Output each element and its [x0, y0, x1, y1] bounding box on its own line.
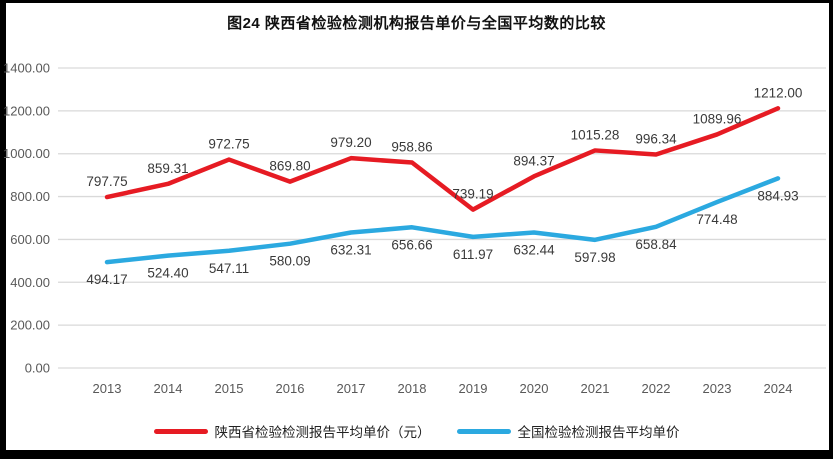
x-axis-tick-label: 2018 — [398, 381, 427, 396]
data-label: 972.75 — [208, 137, 249, 152]
x-axis-tick-label: 2013 — [93, 381, 122, 396]
x-axis-tick-label: 2021 — [581, 381, 610, 396]
frame-border-top — [0, 0, 833, 3]
data-label: 1212.00 — [754, 85, 803, 100]
data-label: 859.31 — [147, 161, 188, 176]
legend-item-national: 全国检验检测报告平均单价 — [456, 421, 680, 441]
x-axis-tick-label: 2023 — [703, 381, 732, 396]
data-label: 524.40 — [147, 266, 188, 281]
x-axis-tick-label: 2016 — [276, 381, 305, 396]
data-label: 797.75 — [86, 174, 127, 189]
data-label: 580.09 — [269, 254, 310, 269]
data-label: 547.11 — [209, 261, 249, 276]
data-label: 658.84 — [635, 237, 677, 252]
y-axis-tick-label: 400.00 — [10, 275, 50, 290]
data-label: 958.86 — [391, 140, 432, 155]
data-label: 894.37 — [513, 153, 554, 168]
data-label: 884.93 — [757, 188, 798, 203]
data-label: 632.31 — [330, 243, 371, 258]
data-label: 597.98 — [574, 250, 615, 265]
data-label: 494.17 — [86, 272, 127, 287]
data-label: 979.20 — [330, 135, 371, 150]
legend: 陕西省检验检测报告平均单价（元） 全国检验检测报告平均单价 — [0, 418, 833, 444]
chart-title: 图24 陕西省检验检测机构报告单价与全国平均数的比较 — [227, 15, 606, 32]
frame-border-right — [829, 0, 833, 459]
data-label: 996.34 — [635, 131, 677, 146]
red-line-swatch — [153, 428, 208, 434]
data-label: 774.48 — [696, 212, 737, 227]
national-line — [104, 176, 781, 265]
y-axis-tick-label: 200.00 — [10, 318, 50, 333]
y-axis-tick-label: 1400.00 — [3, 61, 50, 76]
legend-label-shaanxi: 陕西省检验检测报告平均单价（元） — [214, 425, 431, 440]
y-axis-tick-label: 1200.00 — [3, 103, 50, 118]
x-axis-tick-label: 2017 — [337, 381, 366, 396]
shaanxi-line — [104, 106, 781, 212]
y-axis-tick-label: 0.00 — [25, 361, 50, 376]
blue-line-swatch — [456, 428, 511, 434]
data-label: 1089.96 — [693, 111, 742, 126]
data-label: 1015.28 — [571, 127, 620, 142]
x-axis-tick-label: 2015 — [215, 381, 244, 396]
data-label: 611.97 — [453, 247, 493, 262]
y-axis-tick-label: 800.00 — [10, 189, 50, 204]
frame-border-left — [0, 0, 6, 459]
frame-border-bottom — [0, 450, 833, 459]
x-axis-tick-label: 2019 — [459, 381, 488, 396]
y-axis-tick-label: 1000.00 — [3, 146, 50, 161]
legend-label-national: 全国检验检测报告平均单价 — [517, 425, 680, 440]
y-axis-tick-label: 600.00 — [10, 232, 50, 247]
x-axis-tick-label: 2024 — [764, 381, 793, 396]
x-axis-tick-label: 2014 — [154, 381, 183, 396]
x-axis-tick-label: 2020 — [520, 381, 549, 396]
data-label: 869.80 — [269, 159, 310, 174]
legend-item-shaanxi: 陕西省检验检测报告平均单价（元） — [153, 421, 431, 441]
data-label: 739.19 — [452, 187, 493, 202]
data-label: 656.66 — [391, 237, 432, 252]
x-axis-tick-label: 2022 — [642, 381, 671, 396]
data-label: 632.44 — [513, 242, 555, 257]
